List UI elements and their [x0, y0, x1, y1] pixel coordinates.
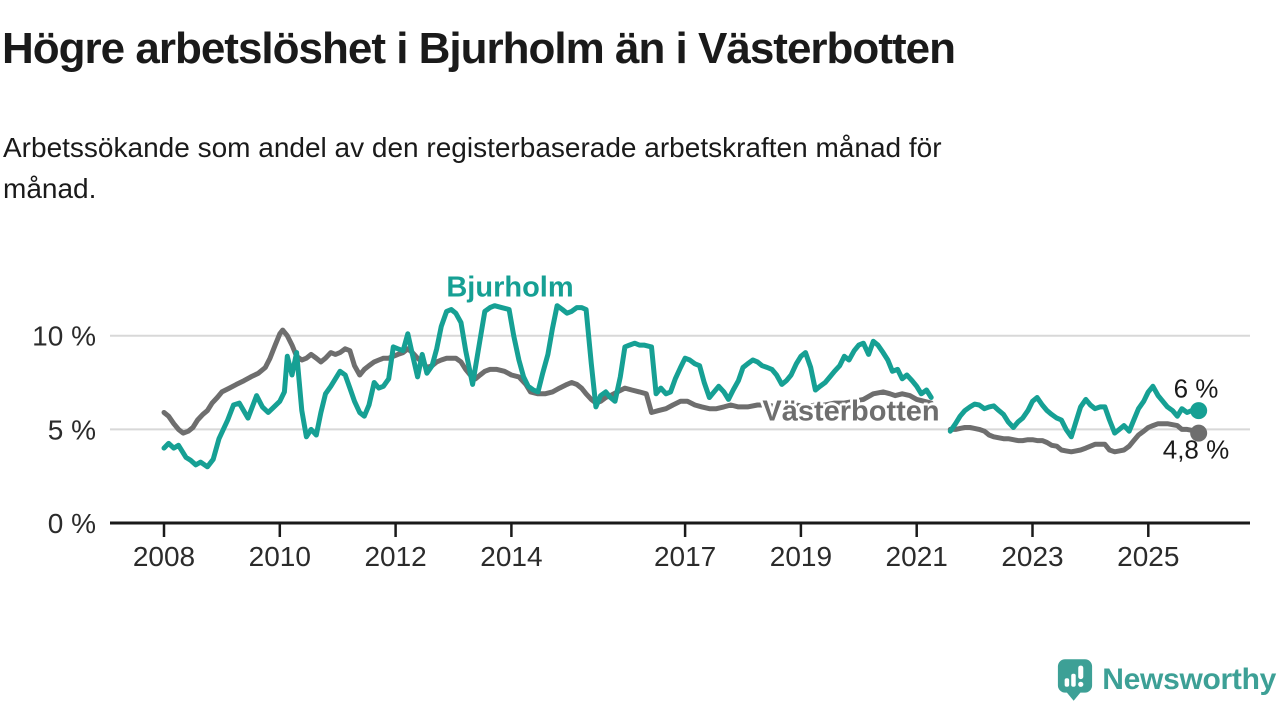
- series-label-vasterbotten: Västerbotten: [762, 395, 940, 428]
- series-line-bjurholm: [161, 303, 1202, 470]
- x-tick-label-2019: 2019: [770, 541, 832, 572]
- end-value-label-vasterbotten: 4,8 %: [1162, 434, 1230, 465]
- x-tick-label-2010: 2010: [249, 541, 311, 572]
- series-line-västerbotten: [161, 327, 1202, 455]
- x-tick-label-2025: 2025: [1117, 541, 1179, 572]
- x-tick-label-2008: 2008: [133, 541, 195, 572]
- x-tick-label-2021: 2021: [886, 541, 948, 572]
- x-tick-label-2017: 2017: [654, 541, 716, 572]
- end-value-label-bjurholm: 6 %: [1173, 373, 1219, 404]
- subtitle-line-2: månad.: [3, 173, 97, 204]
- subtitle-line-1: Arbetssökande som andel av den registerb…: [3, 132, 942, 163]
- brand-wordmark: Newsworthy: [1102, 663, 1276, 696]
- x-tick-label-2012: 2012: [364, 541, 426, 572]
- series-end-dot-västerbotten: [1190, 424, 1208, 442]
- chart-subtitle: Arbetssökande som andel av den registerb…: [3, 127, 942, 209]
- series-end-dot-bjurholm: [1190, 402, 1208, 420]
- y-tick-label-5: 5 %: [48, 414, 96, 445]
- y-tick-label-0: 0 %: [48, 508, 96, 539]
- x-tick-label-2014: 2014: [480, 541, 542, 572]
- newsworthy-brand: Newsworthy: [1057, 658, 1276, 702]
- x-tick-label-2023: 2023: [1001, 541, 1063, 572]
- y-tick-label-10: 10 %: [32, 321, 96, 352]
- speech-bubble-bar-chart-icon: [1058, 659, 1093, 701]
- series-label-bjurholm: Bjurholm: [446, 271, 574, 304]
- page-title: Högre arbetslöshet i Bjurholm än i Väste…: [2, 24, 956, 73]
